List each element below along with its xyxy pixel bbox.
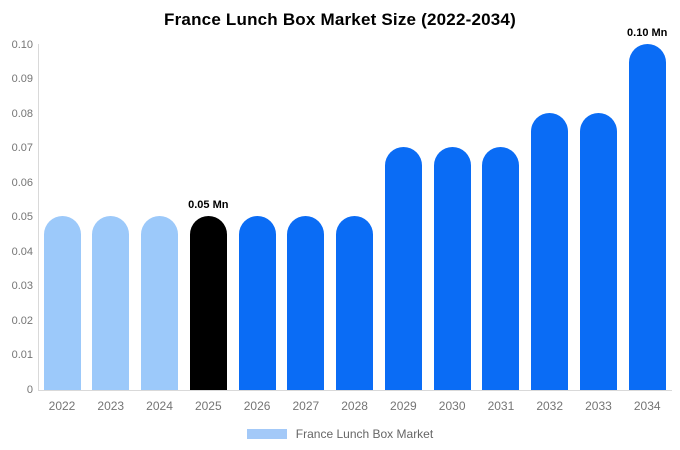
data-label-2034: 0.10 Mn — [627, 26, 668, 39]
x-tick-label: 2025 — [194, 399, 222, 413]
bar-2031 — [482, 147, 520, 390]
x-tick-label: 2022 — [48, 399, 76, 413]
bar-2033 — [579, 113, 617, 390]
y-tick-label: 0.01 — [11, 349, 33, 362]
y-tick-label: 0 — [26, 384, 33, 396]
bar-2034 — [628, 44, 666, 390]
y-tick-label: 0.02 — [11, 314, 33, 327]
bar-2027 — [287, 216, 325, 390]
legend-swatch — [246, 429, 287, 439]
y-tick-label: 0.10 — [11, 38, 33, 51]
data-label-2025: 0.05 Mn — [188, 199, 229, 212]
bar-2024 — [141, 216, 179, 390]
x-tick-label: 2031 — [487, 399, 515, 413]
bar-2026 — [238, 216, 276, 390]
bar-2022 — [43, 216, 81, 390]
y-tick-label: 0.05 — [11, 211, 33, 224]
y-tick-label: 0.04 — [11, 245, 33, 258]
y-tick-label: 0.03 — [11, 280, 33, 293]
bar-2032 — [531, 113, 569, 390]
y-axis-line — [38, 44, 39, 391]
y-tick-label: 0.08 — [11, 107, 33, 120]
bar-2025 — [189, 216, 227, 390]
x-tick-label: 2023 — [97, 399, 125, 413]
bar-2023 — [92, 216, 130, 390]
y-tick-label: 0.09 — [11, 73, 33, 86]
bar-2029 — [384, 147, 422, 390]
chart-title: France Lunch Box Market Size (2022-2034) — [164, 10, 516, 29]
legend: France Lunch Box Market — [0, 427, 680, 441]
bar-2028 — [336, 216, 374, 390]
bar-2030 — [433, 147, 471, 390]
x-tick-label: 2030 — [438, 399, 466, 413]
x-tick-label: 2027 — [292, 399, 320, 413]
y-tick-label: 0.06 — [11, 176, 33, 189]
x-tick-label: 2032 — [536, 399, 564, 413]
x-tick-label: 2034 — [633, 399, 661, 413]
x-tick-label: 2026 — [243, 399, 271, 413]
y-tick-label: 0.07 — [11, 142, 33, 155]
x-tick-label: 2033 — [585, 399, 612, 413]
x-tick-label: 2029 — [390, 399, 417, 413]
x-axis-line — [38, 390, 672, 391]
x-tick-label: 2028 — [341, 399, 368, 413]
legend-label: France Lunch Box Market — [295, 427, 434, 441]
x-tick-label: 2024 — [146, 399, 173, 413]
